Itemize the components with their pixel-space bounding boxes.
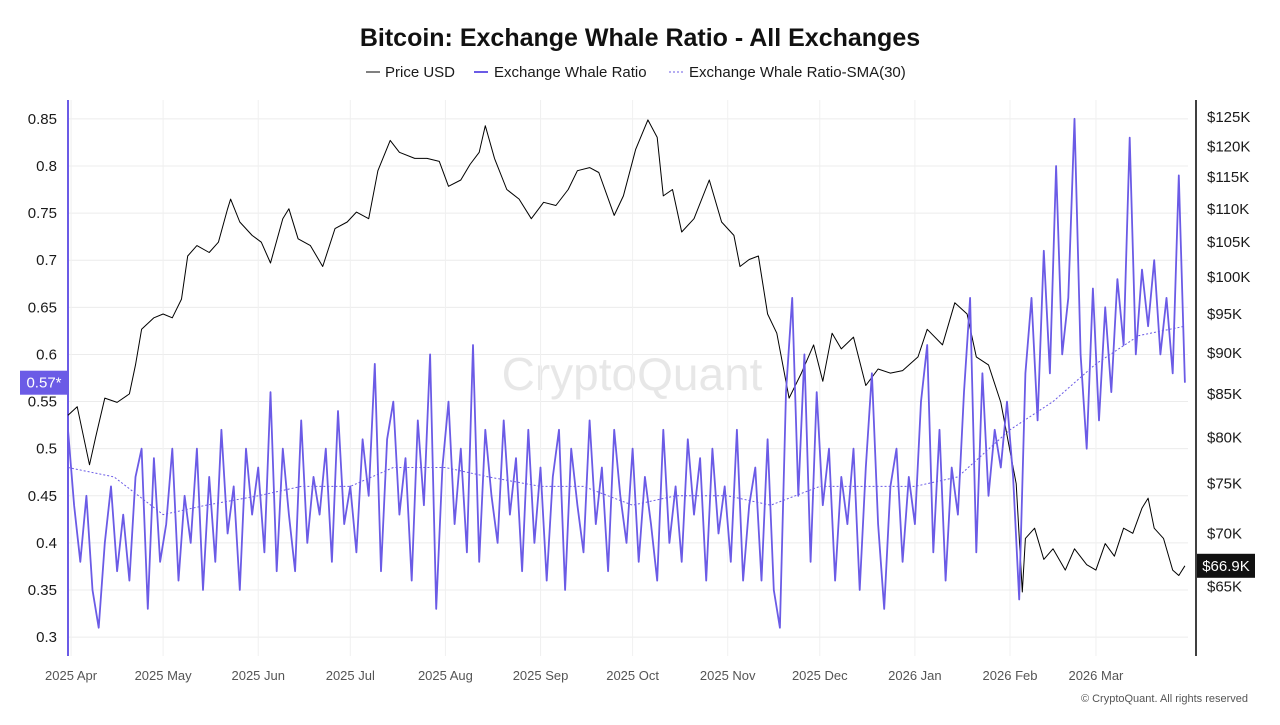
y-right-tick-label: $80K xyxy=(1207,429,1242,446)
y-left-tick-label: 0.85 xyxy=(28,111,57,128)
whale-ratio-line xyxy=(67,117,1186,629)
x-tick-label: 2025 Dec xyxy=(792,668,848,683)
legend: Price USD Exchange Whale Ratio Exchange … xyxy=(366,64,906,81)
y-right-tick-label: $120K xyxy=(1207,138,1250,155)
x-tick-label: 2025 Jun xyxy=(231,668,285,683)
price-usd-line xyxy=(67,119,1186,593)
y-left-tick-label: 0.35 xyxy=(28,582,57,599)
y-left-tick-label: 0.55 xyxy=(28,394,57,411)
y-right-tick-label: $95K xyxy=(1207,306,1242,323)
series-layer xyxy=(67,117,1186,629)
axis-labels: 0.85 0.8 0.75 0.7 0.65 0.6 0.55 0.5 0.45 0.4 0.35 0… xyxy=(20,109,1255,683)
y-right-tick-label: $75K xyxy=(1207,476,1242,493)
y-right-tick-label: $110K xyxy=(1207,201,1249,218)
left-current-badge-label: 0.57* xyxy=(26,375,61,392)
y-left-tick-label: 0.3 xyxy=(36,629,57,646)
y-left-tick-label: 0.65 xyxy=(28,299,57,316)
legend-label-whale-ratio: Exchange Whale Ratio xyxy=(494,64,647,81)
legend-item-whale-ratio-sma[interactable]: Exchange Whale Ratio-SMA(30) xyxy=(669,64,906,81)
y-left-tick-label: 0.6 xyxy=(36,346,57,363)
y-right-tick-label: $90K xyxy=(1207,345,1242,362)
y-right-tick-label: $65K xyxy=(1207,578,1242,595)
x-tick-label: 2025 Apr xyxy=(45,668,98,683)
x-tick-label: 2026 Mar xyxy=(1068,668,1124,683)
x-tick-label: 2025 Aug xyxy=(418,668,473,683)
legend-item-whale-ratio[interactable]: Exchange Whale Ratio xyxy=(474,64,647,81)
x-tick-label: 2025 Nov xyxy=(700,668,756,683)
grid xyxy=(68,100,1188,656)
y-right-tick-label: $125K xyxy=(1207,109,1250,126)
y-left-tick-label: 0.45 xyxy=(28,488,57,505)
y-right-tick-label: $115K xyxy=(1207,169,1249,186)
y-right-tick-label: $100K xyxy=(1207,269,1250,286)
y-left-tick-label: 0.4 xyxy=(36,535,57,552)
right-current-badge xyxy=(1197,553,1255,578)
y-left-tick-label: 0.75 xyxy=(28,205,57,222)
x-tick-label: 2026 Feb xyxy=(983,668,1038,683)
y-right-tick-label: $70K xyxy=(1207,525,1242,542)
x-tick-label: 2025 Jul xyxy=(326,668,375,683)
legend-label-price: Price USD xyxy=(385,64,455,81)
x-tick-label: 2025 May xyxy=(135,668,193,683)
y-right-tick-label: $85K xyxy=(1207,386,1242,403)
legend-item-price[interactable]: Price USD xyxy=(366,64,455,81)
x-tick-label: 2025 Sep xyxy=(513,668,569,683)
y-left-tick-label: 0.5 xyxy=(36,441,57,458)
x-tick-label: 2026 Jan xyxy=(888,668,942,683)
chart-title: Bitcoin: Exchange Whale Ratio - All Exch… xyxy=(360,24,920,52)
right-current-badge-label: $66.9K xyxy=(1202,558,1250,575)
y-left-tick-label: 0.7 xyxy=(36,252,57,269)
legend-label-whale-ratio-sma: Exchange Whale Ratio-SMA(30) xyxy=(689,64,906,81)
whale-ratio-sma-line xyxy=(67,325,1186,516)
y-left-tick-label: 0.8 xyxy=(36,158,57,175)
left-current-badge xyxy=(20,370,68,395)
y-right-tick-label: $105K xyxy=(1207,234,1250,251)
x-tick-label: 2025 Oct xyxy=(606,668,659,683)
copyright-text: © CryptoQuant. All rights reserved xyxy=(1081,693,1248,705)
